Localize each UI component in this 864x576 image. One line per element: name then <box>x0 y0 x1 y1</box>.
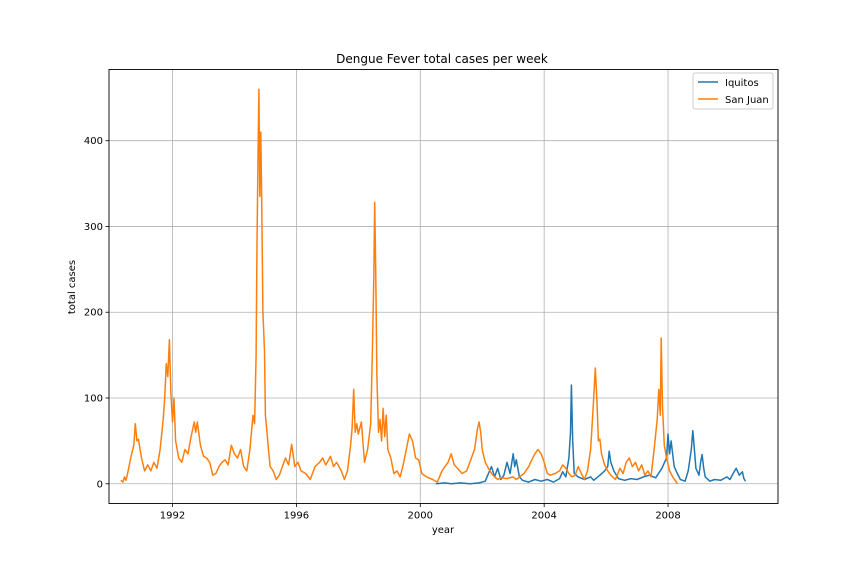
y-tick-label: 100 <box>84 394 103 405</box>
legend-label-iquitos: Iquitos <box>725 78 759 89</box>
x-tick-label: 2004 <box>531 511 556 522</box>
legend-label-san-juan: San Juan <box>725 95 769 106</box>
y-axis-title: total cases <box>67 260 78 314</box>
y-tick-label: 300 <box>84 222 103 233</box>
series-line-iquitos <box>435 384 747 485</box>
series-line-san-juan <box>120 88 678 485</box>
axis-ticks: 1992 1996 2000 2004 2008 0 100 200 300 400 <box>84 136 681 521</box>
y-tick-label: 400 <box>84 136 103 147</box>
y-tick-label: 200 <box>84 308 103 319</box>
x-tick-label: 1996 <box>284 511 309 522</box>
x-tick-label: 2000 <box>408 511 433 522</box>
chart-title: Dengue Fever total cases per week <box>336 52 548 66</box>
x-axis-title: year <box>432 525 455 536</box>
series-lines <box>120 88 747 485</box>
legend: Iquitos San Juan <box>692 72 774 110</box>
plot-frame <box>108 69 779 504</box>
x-tick-label: 2008 <box>655 511 680 522</box>
x-tick-label: 1992 <box>160 511 185 522</box>
y-tick-label: 0 <box>97 479 103 490</box>
